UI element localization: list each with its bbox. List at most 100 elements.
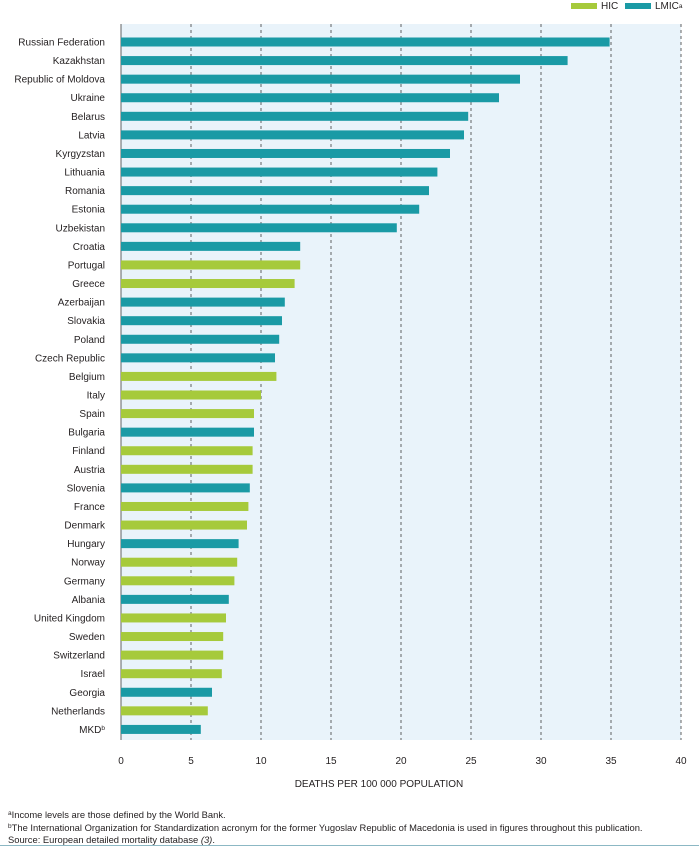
- bar-latvia: [121, 130, 464, 140]
- bar-estonia: [121, 204, 420, 214]
- bar-norway: [121, 557, 238, 567]
- bar-finland: [121, 446, 253, 456]
- source-reference: (3): [200, 834, 213, 845]
- category-label-romania: Romania: [65, 186, 105, 197]
- category-label-lithuania: Lithuania: [64, 168, 105, 179]
- category-label-russian-federation: Russian Federation: [18, 38, 105, 49]
- bar-hungary: [121, 539, 239, 549]
- bar-spain: [121, 409, 254, 419]
- bar-czech-republic: [121, 353, 275, 363]
- category-label-uzbekistan: Uzbekistan: [56, 223, 105, 234]
- category-label-latvia: Latvia: [78, 130, 105, 141]
- bar-albania: [121, 594, 229, 604]
- bar-sweden: [121, 632, 224, 642]
- legend-label-lmic-sup: a: [678, 2, 683, 10]
- category-label-italy: Italy: [87, 391, 105, 402]
- category-label-estonia: Estonia: [72, 205, 106, 216]
- category-label-netherlands: Netherlands: [51, 706, 105, 717]
- footnote-b-mark: b: [8, 823, 12, 830]
- x-tick-label-20: 20: [395, 756, 407, 767]
- footnote-a-mark: a: [8, 810, 12, 817]
- bar-croatia: [121, 241, 301, 251]
- legend-label-lmic: LMIC: [655, 0, 679, 12]
- category-label-slovenia: Slovenia: [67, 483, 106, 494]
- x-tick-label-15: 15: [325, 756, 337, 767]
- category-label-sup-mkd: b: [101, 724, 105, 731]
- category-label-switzerland: Switzerland: [53, 651, 105, 662]
- category-label-albania: Albania: [72, 595, 106, 606]
- category-label-azerbaijan: Azerbaijan: [58, 298, 105, 309]
- source-suffix: .: [212, 834, 215, 845]
- footnote-a-text: Income levels are those defined by the W…: [11, 809, 226, 820]
- category-label-portugal: Portugal: [68, 260, 105, 271]
- bar-uzbekistan: [121, 223, 397, 233]
- category-label-kazakhstan: Kazakhstan: [53, 56, 105, 67]
- bar-belgium: [121, 371, 277, 381]
- footnotes: aIncome levels are those defined by the …: [8, 808, 693, 846]
- bar-bulgaria: [121, 427, 254, 437]
- x-tick-label-35: 35: [605, 756, 617, 767]
- category-label-belarus: Belarus: [71, 112, 105, 123]
- legend-item-hic: HIC: [571, 0, 618, 12]
- legend-item-lmic: LMIC a: [625, 0, 683, 12]
- chart-area: 0 5 10 15 20 25 30 35 40 Russian Federation Kazakh…: [14, 0, 687, 791]
- footnote-b: bThe International Organization for Stan…: [8, 821, 693, 834]
- bar-mkd: [121, 724, 201, 734]
- x-tick-label-40: 40: [675, 756, 687, 767]
- bar-azerbaijan: [121, 297, 285, 307]
- bar-lithuania: [121, 167, 438, 177]
- category-label-poland: Poland: [74, 335, 105, 346]
- category-label-sweden: Sweden: [69, 632, 105, 643]
- bar-netherlands: [121, 706, 208, 716]
- category-label-norway: Norway: [71, 558, 105, 569]
- bar-greece: [121, 279, 295, 289]
- category-label-georgia: Georgia: [69, 688, 105, 699]
- bar-italy: [121, 390, 261, 400]
- bar-austria: [121, 464, 253, 474]
- x-tick-label-5: 5: [188, 756, 194, 767]
- category-label-hungary: Hungary: [67, 539, 105, 550]
- bar-romania: [121, 186, 429, 196]
- x-tick-label-0: 0: [118, 756, 124, 767]
- category-label-mkd: MKDb: [79, 724, 105, 736]
- bar-switzerland: [121, 650, 224, 660]
- bar-chart: 0 5 10 15 20 25 30 35 40 Russian Federation Kazakh…: [14, 24, 687, 790]
- x-axis-label: DEATHS PER 100 000 POPULATION: [295, 779, 464, 790]
- category-label-ukraine: Ukraine: [71, 93, 106, 104]
- category-label-croatia: Croatia: [73, 242, 106, 253]
- category-label-france: France: [74, 502, 106, 513]
- x-tick-label-30: 30: [535, 756, 547, 767]
- bottom-rule: [0, 845, 699, 846]
- category-label-czech-republic: Czech Republic: [35, 353, 105, 364]
- bar-united-kingdom: [121, 613, 226, 623]
- category-label-united-kingdom: United Kingdom: [34, 613, 105, 624]
- category-label-kyrgyzstan: Kyrgyzstan: [56, 149, 105, 160]
- legend-swatch-lmic: [625, 3, 651, 9]
- bar-republic-of-moldova: [121, 74, 520, 84]
- x-tick-label-25: 25: [465, 756, 477, 767]
- bar-georgia: [121, 687, 212, 697]
- bar-kazakhstan: [121, 56, 568, 66]
- source-note: Source: European detailed mortality data…: [8, 834, 693, 846]
- category-label-germany: Germany: [64, 576, 105, 587]
- bar-germany: [121, 576, 235, 586]
- category-label-denmark: Denmark: [64, 521, 106, 532]
- bar-denmark: [121, 520, 247, 530]
- bar-poland: [121, 334, 280, 344]
- category-label-spain: Spain: [79, 409, 105, 420]
- category-label-republic-of-moldova: Republic of Moldova: [14, 75, 105, 86]
- category-label-israel: Israel: [81, 669, 105, 680]
- bar-russian-federation: [121, 37, 610, 47]
- category-label-greece: Greece: [72, 279, 105, 290]
- category-label-bulgaria: Bulgaria: [68, 428, 105, 439]
- bar-slovenia: [121, 483, 250, 493]
- bar-kyrgyzstan: [121, 148, 450, 158]
- footnote-b-text: The International Organization for Stand…: [11, 822, 643, 833]
- category-label-slovakia: Slovakia: [67, 316, 105, 327]
- bar-israel: [121, 669, 222, 679]
- footnote-a: aIncome levels are those defined by the …: [8, 808, 693, 821]
- source-prefix: Source: European detailed mortality data…: [8, 834, 201, 845]
- bar-ukraine: [121, 93, 499, 103]
- bar-belarus: [121, 111, 469, 121]
- bar-france: [121, 501, 249, 511]
